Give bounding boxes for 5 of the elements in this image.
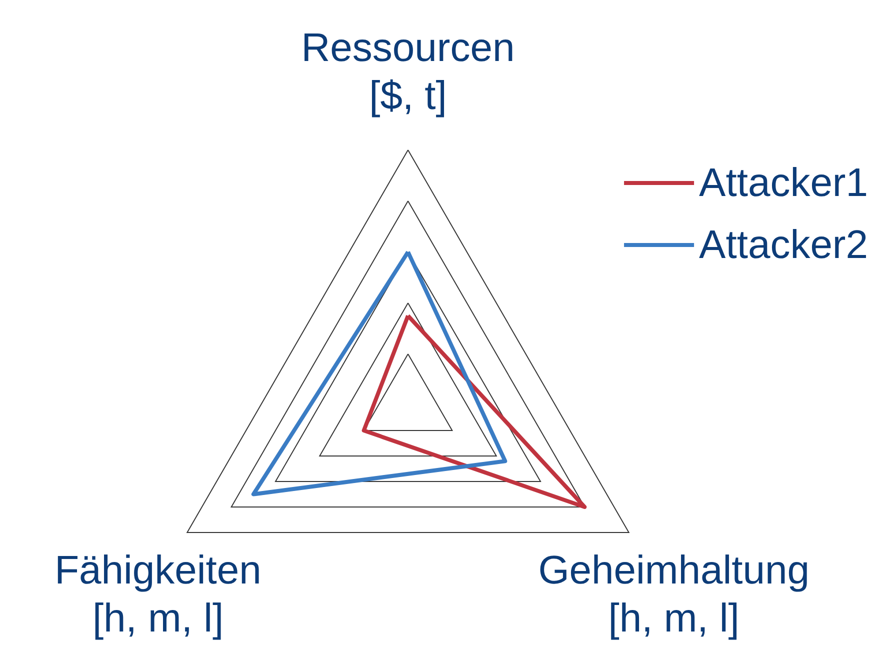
spoke-label: Ressourcen [$, t]	[301, 26, 515, 118]
spoke-label: Fähigkeiten [h, m, l]	[54, 548, 262, 640]
legend-label: Attacker1	[699, 161, 868, 205]
spoke-label: Geheimhaltung [h, m, l]	[538, 548, 810, 640]
legend-label: Attacker2	[699, 223, 868, 267]
